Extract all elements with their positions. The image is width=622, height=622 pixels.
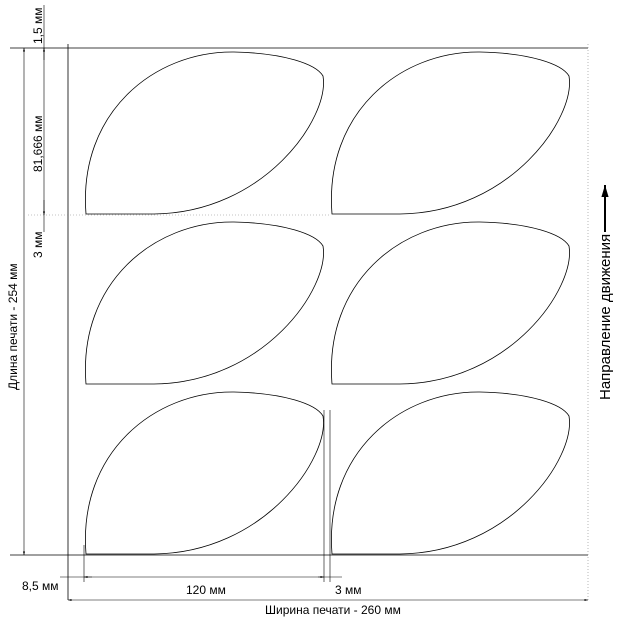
direction-label: Направление движения [597,234,614,400]
label-height-label: 81,666 мм [31,115,45,172]
top-gap-label: 1,5 мм [31,7,45,44]
label-shape-5 [85,391,324,555]
print-length-label: Длина печати - 254 мм [6,263,20,390]
label-shape-3 [85,221,324,385]
label-shapes [85,51,570,555]
label-width-label: 120 мм [186,583,226,597]
label-shape-6 [331,391,570,555]
col-gap-label: 3 мм [335,583,362,597]
label-shape-1 [85,51,324,215]
label-shape-2 [331,51,570,215]
print-width-label: Ширина печати - 260 мм [265,603,401,617]
row-gap-label: 3 мм [31,231,45,258]
left-offset-label: 8,5 мм [22,579,59,593]
label-shape-4 [331,221,570,385]
